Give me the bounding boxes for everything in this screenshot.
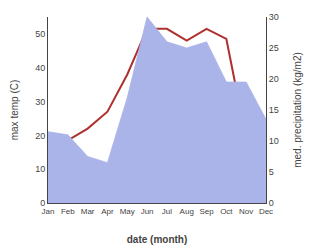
svg-text:Jan: Jan xyxy=(42,207,55,216)
svg-text:10: 10 xyxy=(35,164,45,174)
svg-text:Nov: Nov xyxy=(239,207,253,216)
svg-text:30: 30 xyxy=(269,12,279,22)
svg-text:Mar: Mar xyxy=(81,207,95,216)
svg-text:med. precipitation (kg/m2): med. precipitation (kg/m2) xyxy=(292,52,303,168)
svg-text:25: 25 xyxy=(269,43,279,53)
svg-text:May: May xyxy=(120,207,135,216)
svg-text:Aug: Aug xyxy=(180,207,194,216)
svg-text:Feb: Feb xyxy=(61,207,75,216)
svg-text:Jun: Jun xyxy=(141,207,154,216)
svg-text:5: 5 xyxy=(269,167,274,177)
svg-text:Apr: Apr xyxy=(101,207,114,216)
svg-text:Dec: Dec xyxy=(259,207,273,216)
svg-text:20: 20 xyxy=(269,74,279,84)
svg-text:0: 0 xyxy=(269,198,274,208)
svg-text:40: 40 xyxy=(35,63,45,73)
svg-text:10: 10 xyxy=(269,136,279,146)
svg-text:0: 0 xyxy=(40,198,45,208)
svg-text:Sep: Sep xyxy=(199,207,214,216)
svg-text:30: 30 xyxy=(35,97,45,107)
svg-text:Oct: Oct xyxy=(220,207,233,216)
svg-text:date (month): date (month) xyxy=(127,234,188,245)
svg-text:50: 50 xyxy=(35,29,45,39)
svg-text:max temp (C): max temp (C) xyxy=(9,80,20,141)
svg-text:Jul: Jul xyxy=(162,207,172,216)
svg-text:20: 20 xyxy=(35,131,45,141)
svg-text:15: 15 xyxy=(269,105,279,115)
